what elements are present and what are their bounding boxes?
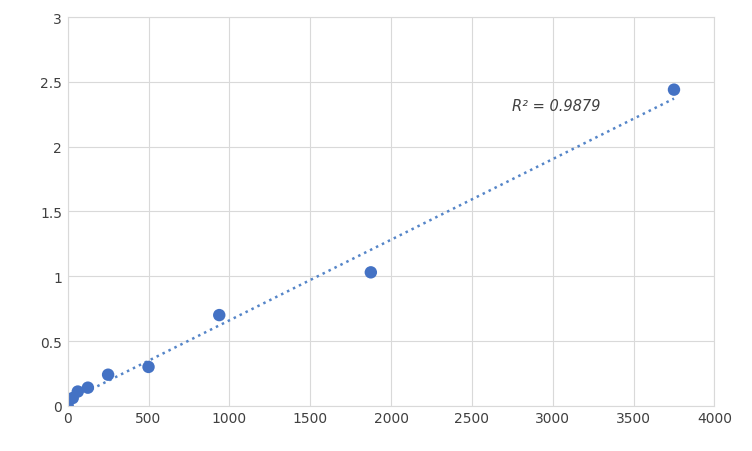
Point	[71, 388, 83, 395]
Point	[82, 384, 94, 391]
Point	[668, 87, 680, 94]
Point	[62, 402, 74, 410]
Point	[102, 371, 114, 378]
Point	[67, 395, 79, 402]
Point	[214, 312, 226, 319]
Point	[365, 269, 377, 276]
Point	[142, 364, 155, 371]
Text: R² = 0.9879: R² = 0.9879	[512, 99, 601, 114]
